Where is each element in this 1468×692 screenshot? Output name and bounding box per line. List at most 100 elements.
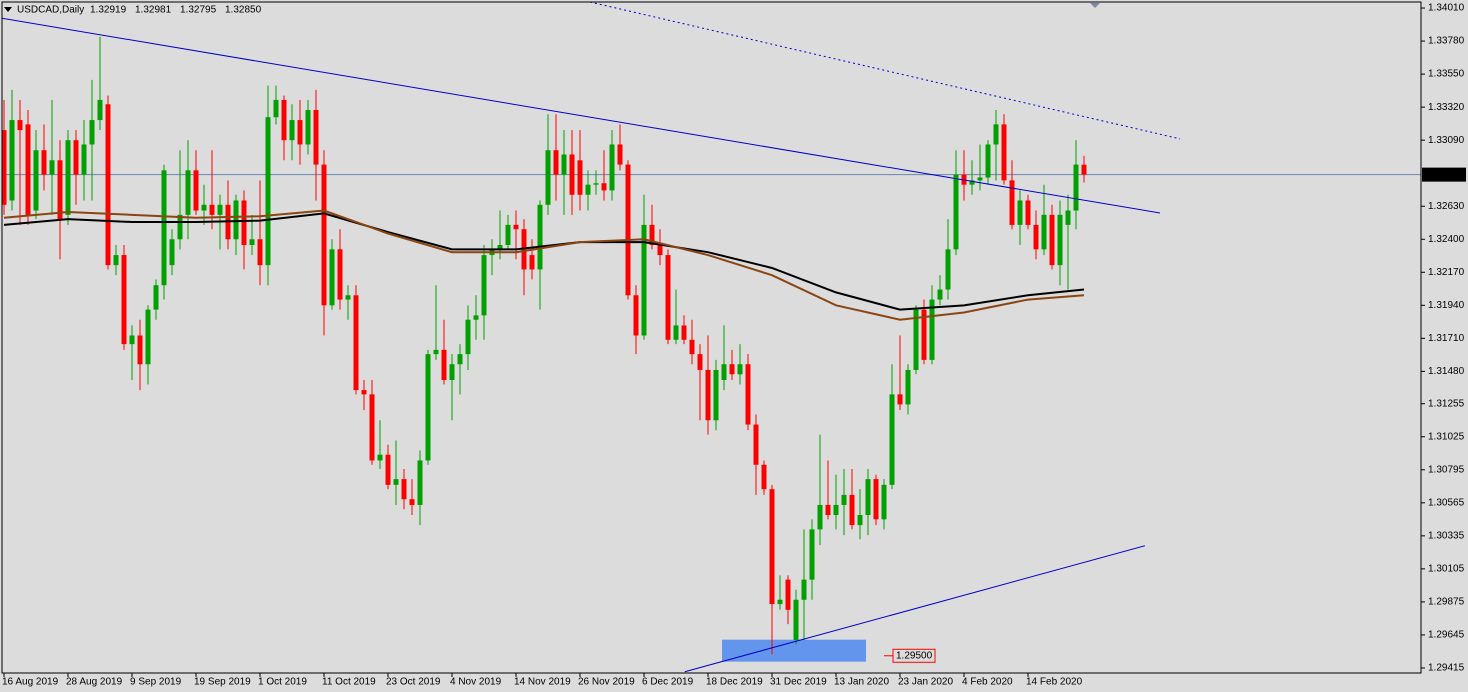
candle-body	[593, 183, 599, 185]
y-tick-label: 1.31940	[1428, 300, 1465, 311]
candle-body	[257, 239, 263, 266]
candle-body	[89, 120, 95, 145]
candle-body	[537, 204, 543, 270]
candle-body	[473, 315, 479, 320]
candle-body	[689, 339, 695, 355]
y-tick-label: 1.29875	[1428, 597, 1465, 608]
candle-body	[369, 394, 375, 461]
candle-body	[201, 204, 207, 211]
candle-body	[977, 177, 983, 181]
header-high: 1.32981	[135, 5, 172, 16]
y-tick-label: 1.31025	[1428, 431, 1465, 442]
candle-body	[185, 170, 191, 215]
candle-body	[113, 255, 119, 266]
y-tick-label: 1.32630	[1428, 201, 1465, 212]
candle-body	[49, 160, 55, 175]
candle-body	[1049, 214, 1055, 266]
candle-body	[153, 285, 159, 310]
candle-body	[873, 479, 879, 520]
candle-body	[577, 160, 583, 195]
candle-body	[849, 494, 855, 526]
candle-body	[177, 214, 183, 240]
candle-body	[769, 489, 775, 605]
x-tick-label: 6 Dec 2019	[642, 677, 694, 688]
candle-body	[929, 299, 935, 360]
candle-body	[505, 224, 511, 246]
y-tick-label: 1.32400	[1428, 234, 1465, 245]
price-zone	[722, 639, 866, 662]
candle-body	[65, 140, 71, 215]
candle-body	[217, 204, 223, 215]
candle-body	[337, 249, 343, 300]
candle-body	[841, 494, 847, 505]
candle-body	[25, 124, 31, 215]
candle-body	[2, 130, 7, 205]
candle-body	[1081, 164, 1087, 175]
candle-body	[697, 354, 703, 370]
y-tick-label: 1.30795	[1428, 464, 1465, 475]
candle-body	[713, 369, 719, 421]
candle-body	[649, 224, 655, 246]
x-tick-label: 13 Jan 2020	[834, 677, 889, 688]
y-tick-label: 1.31255	[1428, 398, 1465, 409]
candle-body	[209, 204, 215, 215]
candle-body	[441, 349, 447, 381]
candle-body	[793, 599, 799, 640]
candle-body	[609, 144, 615, 191]
moving-average	[3, 209, 1085, 321]
candle-body	[913, 309, 919, 370]
zone-label-box	[892, 648, 936, 663]
candle-body	[681, 325, 687, 340]
candle-body	[529, 255, 535, 270]
candle-body	[425, 354, 431, 461]
candle-body	[945, 249, 951, 290]
candle-body	[513, 224, 519, 230]
candle-body	[897, 394, 903, 405]
candle-body	[953, 174, 959, 250]
y-tick-label: 1.31710	[1428, 333, 1465, 344]
candle-body	[905, 369, 911, 405]
candle-body	[561, 154, 567, 175]
candle-body	[273, 99, 279, 118]
candle-body	[1073, 164, 1079, 211]
trendline	[2, 17, 1161, 214]
x-tick-label: 23 Jan 2020	[898, 677, 953, 688]
candle-body	[41, 150, 47, 175]
candle-body	[457, 354, 463, 365]
candle-body	[857, 515, 863, 526]
candle-body	[465, 319, 471, 355]
candle-body	[497, 245, 503, 250]
header-close: 1.32850	[225, 5, 262, 16]
candle-body	[169, 239, 175, 266]
candle-body	[81, 144, 87, 175]
trendline	[684, 545, 1145, 673]
shift-marker	[1090, 3, 1100, 8]
candle-body	[401, 479, 407, 500]
candle-body	[265, 117, 271, 266]
menu-arrow[interactable]	[4, 7, 12, 12]
candle-body	[417, 460, 423, 505]
candle-body	[1033, 224, 1039, 250]
candle-body	[1057, 214, 1063, 266]
x-tick-label: 19 Sep 2019	[194, 677, 251, 688]
candle-body	[321, 164, 327, 306]
candle-body	[585, 184, 591, 195]
candle-body	[817, 504, 823, 530]
candle-body	[1041, 214, 1047, 250]
x-tick-label: 23 Oct 2019	[386, 677, 441, 688]
candle-body	[889, 394, 895, 485]
candle-body	[57, 160, 63, 220]
candle-body	[297, 120, 303, 145]
candle-body	[881, 484, 887, 520]
symbol-label: USDCAD,Daily	[17, 5, 84, 16]
trendline	[589, 2, 1181, 140]
candle-body	[673, 325, 679, 340]
candle-body	[937, 289, 943, 300]
candle-body	[665, 255, 671, 340]
candle-body	[825, 504, 831, 516]
candle-body	[545, 150, 551, 205]
y-tick-label: 1.33320	[1428, 102, 1465, 113]
candle-body	[481, 255, 487, 316]
candle-body	[281, 99, 287, 141]
y-tick-label: 1.30335	[1428, 530, 1465, 541]
